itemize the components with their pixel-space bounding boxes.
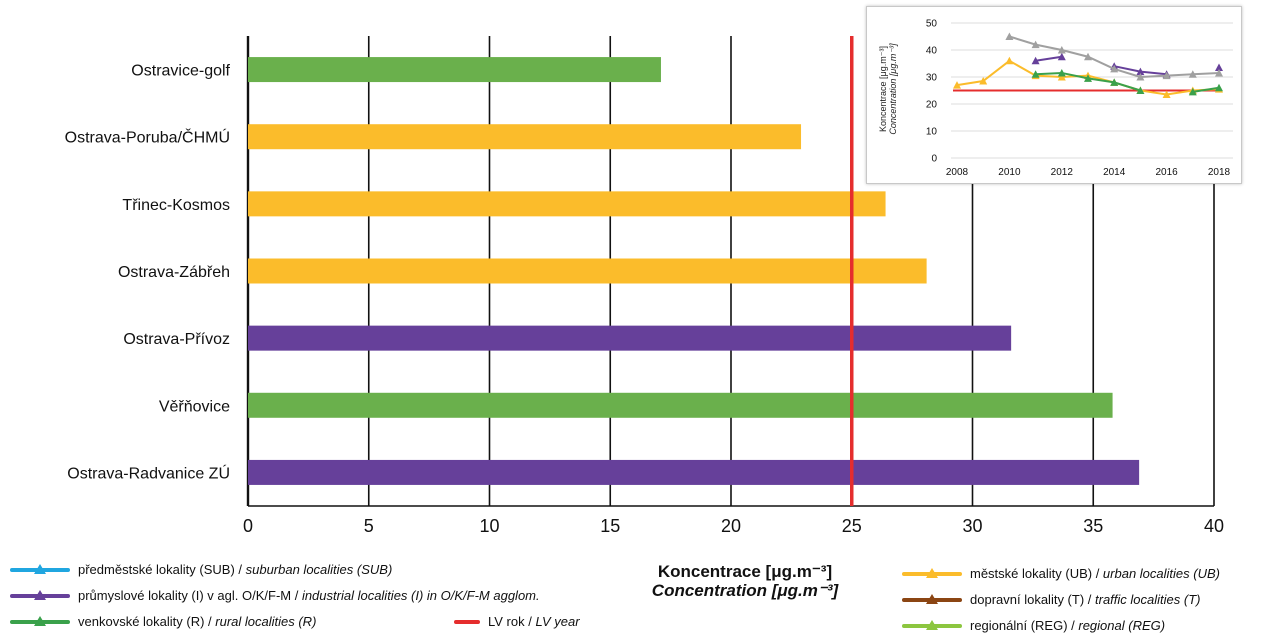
inset-series-4-line	[1192, 86, 1220, 93]
category-label-2: Ostrava-Poruba/ČHMÚ	[65, 128, 230, 147]
legend-item-limit-value: LV rok / LV year	[454, 614, 580, 629]
bar-7	[248, 459, 1140, 485]
legend-item-rural: venkovské lokality (R) / rural localitie…	[10, 614, 316, 629]
x-tick-label-25: 25	[842, 516, 862, 536]
inset-series-4-point-2018	[1215, 83, 1223, 92]
inset-series-1-point-2016	[1162, 90, 1171, 99]
inset-chart-svg: 0 10 20 30 40 50 2008 2010 2012 2014 2016 2018	[926, 19, 1233, 178]
legend-item-suburban: předměstské lokality (SUB) / suburban lo…	[10, 562, 392, 577]
inset-series-1-point-2009	[979, 77, 988, 85]
x-tick-label-0: 0	[243, 516, 253, 536]
x-tick-label-10: 10	[479, 516, 499, 536]
legend-swatch-urban	[902, 567, 962, 580]
inset-series-2-point-2012	[1057, 52, 1066, 61]
inset-y-tick-50: 50	[926, 19, 938, 30]
inset-series-2-point-2011	[1031, 56, 1040, 65]
category-label-7: Ostrava-Radvanice ZÚ	[67, 463, 230, 482]
inset-series-2-line	[1035, 55, 1062, 62]
inset-trend-chart: 0 10 20 30 40 50 2008 2010 2012 2014 2016 2018 Konc…	[866, 6, 1242, 184]
x-tick-label-40: 40	[1204, 516, 1224, 536]
x-tick-label-20: 20	[721, 516, 741, 536]
bar-3	[248, 191, 886, 217]
x-axis-title: Koncentrace [μg.m⁻³] Concentration [μg.m…	[560, 562, 930, 600]
x-tick-label-5: 5	[364, 516, 374, 536]
legend-item-industrial: průmyslové lokality (I) v agl. O/K/F-M /…	[10, 588, 540, 603]
inset-x-tick-2012: 2012	[1051, 167, 1074, 178]
inset-x-tick-2016: 2016	[1155, 167, 1178, 178]
inset-x-tick-2014: 2014	[1103, 167, 1126, 178]
bar-6	[248, 392, 1113, 418]
x-axis-title-en: Concentration [μg.m⁻³]	[651, 581, 839, 600]
inset-x-tick-2018: 2018	[1208, 167, 1231, 178]
inset-y-axis-title-cz: Koncentrace [μg.m⁻³]	[878, 46, 888, 132]
inset-series-3-point-2015	[1136, 73, 1145, 81]
inset-x-tick-2010: 2010	[998, 167, 1021, 178]
inset-series-4-point-2012	[1057, 68, 1066, 77]
inset-series-3-point-2016	[1162, 71, 1171, 80]
legend-swatch-suburban	[10, 563, 70, 576]
bar-4	[248, 258, 927, 284]
legend-swatch-regional	[902, 619, 962, 632]
legend-item-urban: městské lokality (UB) / urban localities…	[902, 566, 1220, 581]
legend-item-traffic: dopravní lokality (T) / traffic localiti…	[902, 592, 1200, 607]
inset-series-3-point-2017	[1188, 70, 1197, 78]
category-label-4: Ostrava-Zábřeh	[118, 264, 230, 281]
legend-swatch-rural	[10, 615, 70, 628]
inset-series-4-point-2015	[1136, 86, 1145, 94]
category-label-5: Ostrava-Přívoz	[123, 331, 230, 348]
inset-series-3-point-2018	[1215, 68, 1223, 77]
inset-series-1-point-2012	[1057, 73, 1066, 81]
inset-series-3-point-2010	[1005, 32, 1014, 40]
bar-2	[248, 124, 802, 150]
inset-series-1-point-2008	[953, 81, 961, 89]
inset-series-2-point-2018	[1215, 63, 1223, 72]
inset-series-4-point-2011	[1031, 70, 1040, 78]
inset-series-2-point-2015	[1136, 67, 1145, 76]
inset-series-4-point-2017	[1188, 87, 1197, 96]
inset-series-3-point-2014	[1110, 64, 1119, 73]
inset-series-4-point-2013	[1084, 74, 1092, 82]
legend-swatch-traffic	[902, 593, 962, 606]
bar-1	[248, 57, 661, 83]
inset-series-3-point-2013	[1084, 52, 1092, 61]
legend-swatch-limit-value	[454, 616, 480, 628]
legend-item-regional: regionální (REG) / regional (REG)	[902, 618, 1165, 633]
inset-y-tick-40: 40	[926, 46, 938, 57]
inset-series-4-point-2014	[1110, 78, 1119, 86]
inset-x-tick-2008: 2008	[946, 167, 969, 178]
x-tick-label-35: 35	[1083, 516, 1103, 536]
legend-swatch-industrial	[10, 589, 70, 602]
bar-5	[248, 325, 1012, 351]
category-label-1: Ostravice-golf	[131, 63, 230, 80]
inset-y-axis-title: Koncentrace [μg.m⁻³] Concentration [μg.m…	[878, 34, 898, 144]
inset-y-tick-10: 10	[926, 127, 938, 138]
inset-y-tick-0: 0	[931, 154, 937, 165]
x-axis-title-cz: Koncentrace [μg.m⁻³]	[657, 562, 833, 581]
inset-y-axis-title-en: Concentration [μg.m⁻³]	[888, 43, 898, 135]
inset-y-tick-30: 30	[926, 73, 938, 84]
category-label-3: Třinec-Kosmos	[122, 197, 230, 214]
inset-series-1-point-2010	[1005, 56, 1014, 65]
inset-series-3-point-2011	[1031, 40, 1040, 49]
x-tick-label-30: 30	[962, 516, 982, 536]
inset-y-tick-20: 20	[926, 100, 938, 111]
x-tick-label-15: 15	[600, 516, 620, 536]
category-label-6: Věřňovice	[159, 398, 230, 415]
inset-series-3-point-2012	[1057, 46, 1066, 54]
